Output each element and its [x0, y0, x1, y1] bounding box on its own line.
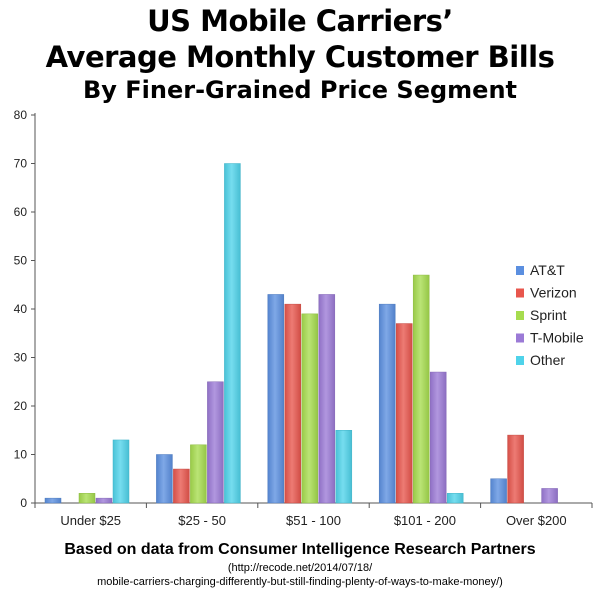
- y-tick-label: 20: [14, 399, 28, 413]
- bar-t-mobile: [429, 371, 447, 504]
- y-tick-label: 10: [14, 448, 28, 462]
- bar-sprint: [301, 313, 319, 504]
- legend-label: Verizon: [530, 285, 577, 301]
- y-tick-label: 60: [14, 205, 28, 219]
- bar-t-mobile: [95, 497, 113, 504]
- bar-verizon: [395, 323, 413, 504]
- bar-at-t: [378, 303, 396, 504]
- y-tick-label: 50: [14, 254, 28, 268]
- bar-other: [446, 493, 464, 504]
- y-tick-label: 40: [14, 302, 28, 316]
- bar-t-mobile: [541, 488, 558, 504]
- bar-sprint: [78, 493, 96, 504]
- chart-title-line-2: Average Monthly Customer Bills: [45, 40, 555, 74]
- legend-label: T-Mobile: [530, 330, 584, 346]
- chart-subtitle: By Finer-Grained Price Segment: [82, 76, 518, 104]
- legend-swatch: [516, 311, 524, 320]
- bar-verizon: [507, 434, 524, 504]
- bar-verizon: [173, 468, 190, 504]
- bar-at-t: [44, 497, 62, 504]
- y-tick-label: 70: [14, 157, 28, 171]
- legend-label: AT&T: [530, 262, 565, 278]
- legend-swatch: [516, 356, 524, 365]
- x-tick-label: $101 - 200: [394, 513, 456, 528]
- bar-other: [224, 163, 241, 504]
- bar-t-mobile: [207, 381, 224, 504]
- legend-swatch: [516, 288, 524, 298]
- x-tick-label: $51 - 100: [286, 513, 341, 528]
- legend-label: Other: [530, 352, 565, 368]
- bar-at-t: [490, 478, 507, 504]
- chart-title-line-1: US Mobile Carriers’: [147, 4, 453, 38]
- x-tick-label: Under $25: [60, 513, 121, 528]
- legend-swatch: [516, 266, 524, 275]
- legend-swatch: [516, 333, 524, 343]
- legend-label: Sprint: [530, 307, 567, 323]
- bar-sprint: [190, 444, 207, 504]
- bar-verizon: [284, 303, 302, 504]
- source-url-line-1: (http://recode.net/2014/07/18/: [227, 562, 373, 574]
- bar-t-mobile: [318, 294, 336, 504]
- x-tick-label: Over $200: [506, 513, 567, 528]
- bar-at-t: [267, 294, 285, 504]
- source-url-line-2: mobile-carriers-charging-differently-but…: [97, 576, 503, 588]
- bar-other: [335, 430, 353, 504]
- bar-at-t: [156, 454, 173, 504]
- y-tick-label: 80: [14, 108, 28, 122]
- x-tick-label: $25 - 50: [178, 513, 226, 528]
- bar-other: [112, 439, 130, 504]
- bar-sprint: [412, 274, 430, 504]
- y-tick-label: 30: [14, 351, 28, 365]
- y-tick-label: 0: [20, 496, 27, 510]
- source-note: Based on data from Consumer Intelligence…: [64, 541, 536, 558]
